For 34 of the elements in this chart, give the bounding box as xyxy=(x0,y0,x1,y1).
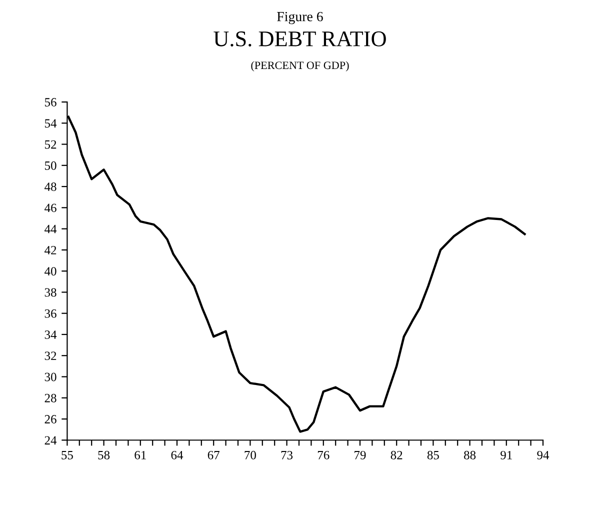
y-tick-label: 46 xyxy=(44,204,56,212)
x-tick-label: 64 xyxy=(171,450,184,460)
x-tick-label: 79 xyxy=(354,450,366,460)
y-tick-label: 26 xyxy=(44,415,56,424)
x-tick-label: 61 xyxy=(134,450,146,460)
y-tick-label: 38 xyxy=(44,288,56,297)
x-tick-label: 58 xyxy=(98,450,110,460)
x-tick-label: 91 xyxy=(500,450,512,460)
caption: Figure 6 xyxy=(277,12,323,24)
x-tick-label: 85 xyxy=(427,450,439,460)
x-tick-label: 67 xyxy=(208,450,220,460)
y-tick-label: 52 xyxy=(45,140,56,149)
chart-title: U.S. DEBT RATIO xyxy=(214,31,386,46)
y-tick-label: 32 xyxy=(44,352,56,360)
y-tick-label: 24 xyxy=(44,436,57,444)
x-tick-label: 73 xyxy=(281,450,293,460)
x-tick-label: 88 xyxy=(464,450,476,460)
chart-subtitle: (PERCENT OF GDP) xyxy=(251,61,349,72)
x-tick-label: 82 xyxy=(390,450,402,460)
y-tick-label: 34 xyxy=(44,330,57,339)
x-tick-label: 70 xyxy=(244,450,256,460)
y-tick-label: 36 xyxy=(44,309,56,318)
y-tick-label: 28 xyxy=(44,394,56,402)
x-tick-label: 76 xyxy=(318,450,330,460)
y-tick-label: 54 xyxy=(45,119,57,128)
y-tick-label: 50 xyxy=(45,161,56,170)
y-tick-label: 40 xyxy=(44,267,56,276)
x-tick-label: 55 xyxy=(62,451,73,460)
x-tick-label: 94 xyxy=(537,450,550,460)
y-tick-label: 48 xyxy=(44,182,56,191)
y-tick-label: 56 xyxy=(45,98,56,106)
y-tick-label: 42 xyxy=(44,246,56,254)
y-tick-label: 44 xyxy=(44,224,57,234)
y-tick-label: 30 xyxy=(44,372,56,382)
